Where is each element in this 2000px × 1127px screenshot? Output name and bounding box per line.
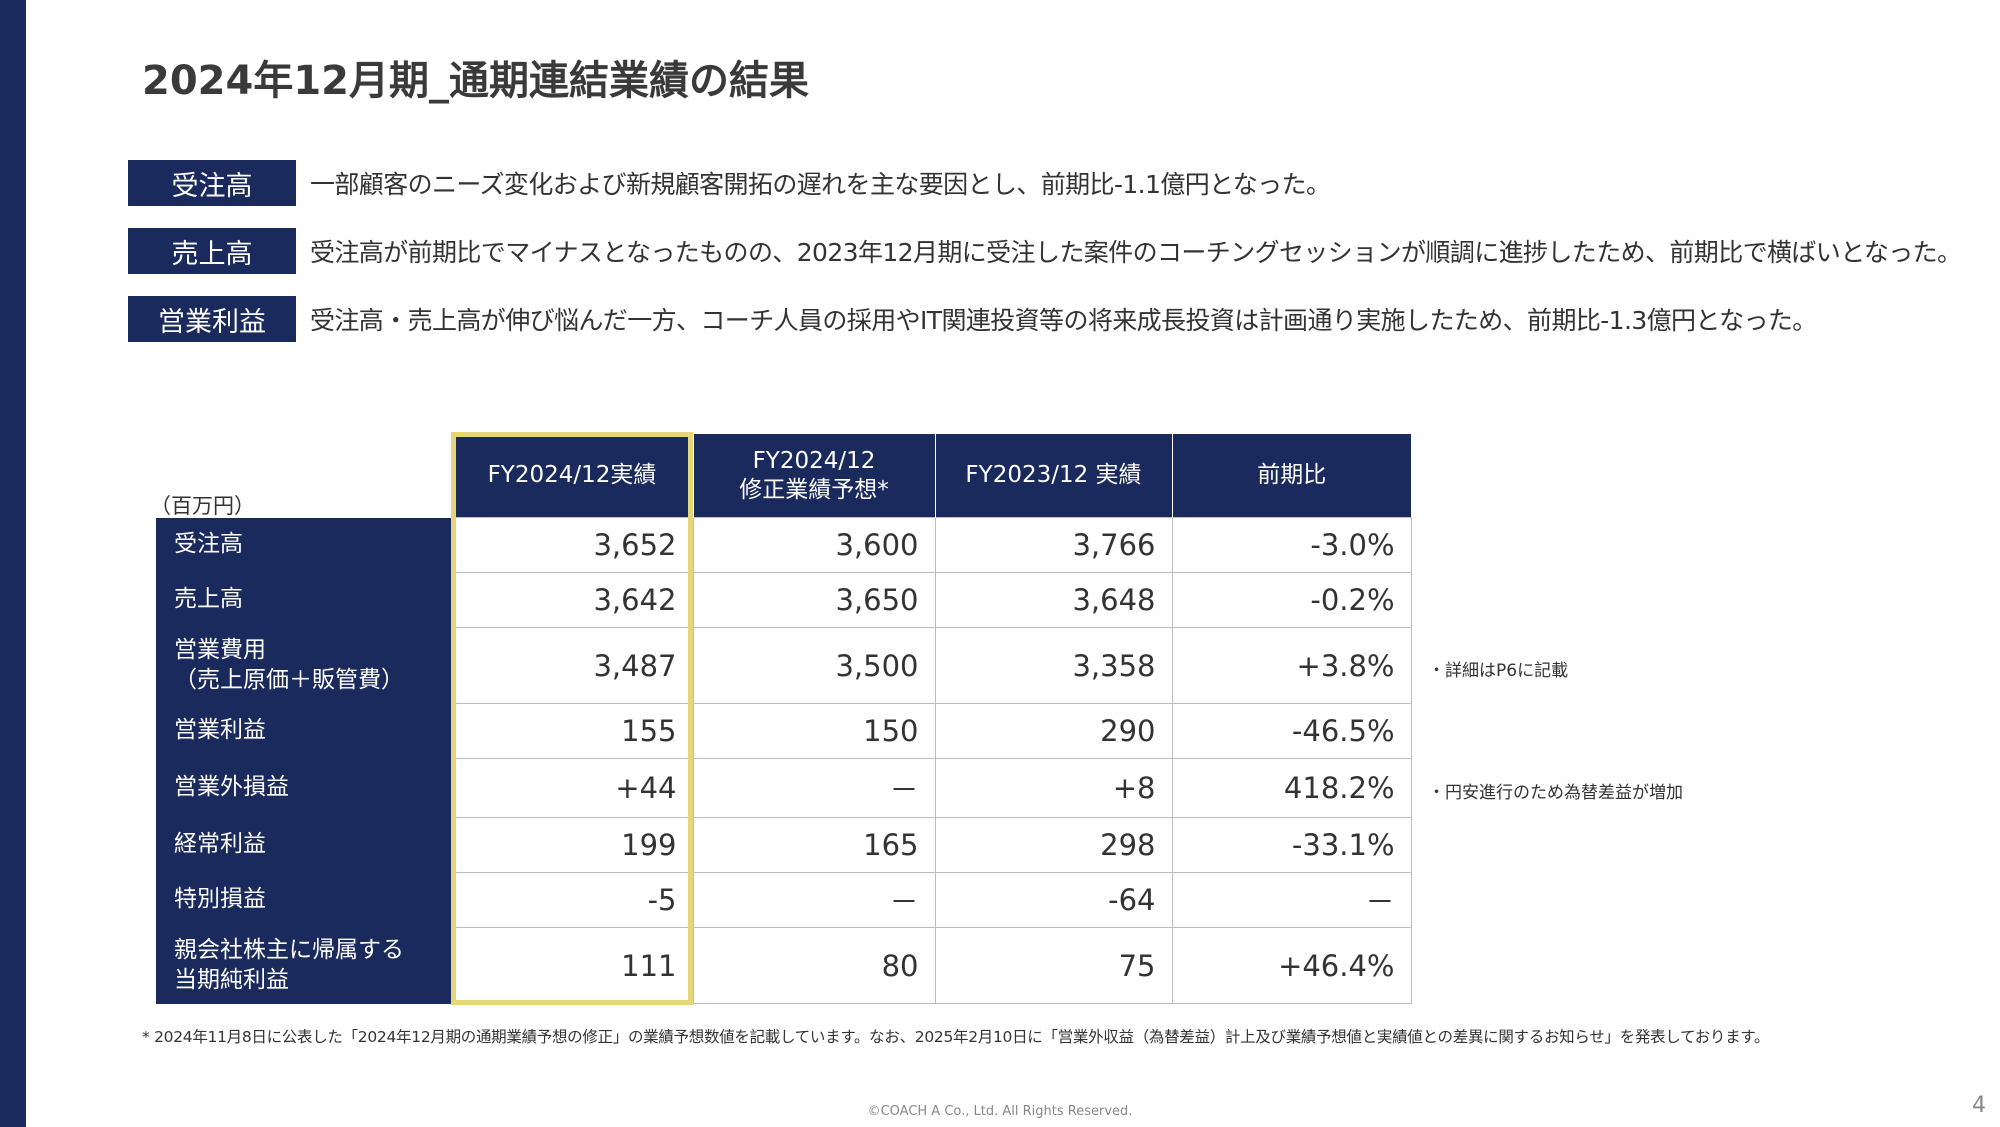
table-row: 営業利益 155 150 290 -46.5% (156, 703, 1412, 759)
unit-label: （百万円） (150, 494, 255, 518)
row-label-line: 営業利益 (174, 717, 266, 744)
table-row: 売上高 3,642 3,650 3,648 -0.2% (156, 572, 1412, 628)
cell-fy2024-forecast: － (692, 872, 936, 928)
header-line: 前期比 (1257, 462, 1327, 489)
row-label-line: 受注高 (174, 530, 243, 557)
note-non-operating: ・円安進行のため為替差益が増加 (1428, 783, 1683, 803)
summary-row-orders: 受注高 一部顧客のニーズ変化および新規顧客開拓の遅れを主な要因とし、前期比-1.… (128, 160, 1331, 206)
cell-yoy: -3.0% (1171, 517, 1412, 573)
cell-yoy: -33.1% (1171, 817, 1412, 873)
cell-fy2023-actual: 3,358 (934, 627, 1173, 704)
summary-text-operating-profit: 受注高・売上高が伸び悩んだ一方、コーチ人員の採用やIT関連投資等の将来成長投資は… (310, 306, 1817, 335)
cell-fy2024-actual: -5 (450, 872, 694, 928)
cell-fy2024-actual: 155 (450, 703, 694, 759)
cell-fy2024-actual: +44 (450, 758, 694, 818)
cell-fy2024-forecast: 3,650 (692, 572, 936, 628)
footnote: * 2024年11月8日に公表した「2024年12月期の通期業績予想の修正」の業… (142, 1028, 1770, 1046)
cell-fy2024-forecast: 3,500 (692, 627, 936, 704)
cell-fy2023-actual: 290 (934, 703, 1173, 759)
row-label: 親会社株主に帰属する 当期純利益 (156, 927, 451, 1004)
row-label: 営業利益 (156, 703, 451, 759)
row-label-line: 営業費用 (174, 636, 266, 663)
header-line: FY2024/12実績 (487, 462, 657, 489)
header-blank (156, 434, 451, 518)
cell-yoy: -0.2% (1171, 572, 1412, 628)
cell-fy2024-forecast: 3,600 (692, 517, 936, 573)
header-line: 修正業績予想* (739, 476, 889, 503)
table-row: 特別損益 -5 － -64 － (156, 872, 1412, 928)
cell-fy2023-actual: 75 (934, 927, 1173, 1004)
summary-row-sales: 売上高 受注高が前期比でマイナスとなったものの、2023年12月期に受注した案件… (128, 228, 1962, 274)
row-label-line: 特別損益 (174, 886, 266, 913)
row-label-line: 営業外損益 (174, 774, 289, 801)
summary-tag-orders: 受注高 (128, 160, 296, 206)
cell-fy2023-actual: -64 (934, 872, 1173, 928)
summary-tag-sales: 売上高 (128, 228, 296, 274)
table-row: 営業外損益 +44 － +8 418.2% (156, 758, 1412, 818)
table-row: 営業費用 （売上原価＋販管費） 3,487 3,500 3,358 +3.8% (156, 627, 1412, 704)
cell-fy2024-actual: 3,487 (450, 627, 694, 704)
cell-yoy: -46.5% (1171, 703, 1412, 759)
cell-fy2024-actual: 3,652 (450, 517, 694, 573)
header-fy2023-actual: FY2023/12 実績 (934, 434, 1172, 518)
summary-tag-operating-profit: 営業利益 (128, 296, 296, 342)
cell-fy2024-actual: 3,642 (450, 572, 694, 628)
table-row: 経常利益 199 165 298 -33.1% (156, 817, 1412, 873)
cell-fy2024-actual: 199 (450, 817, 694, 873)
cell-fy2023-actual: +8 (934, 758, 1173, 818)
table-row: 親会社株主に帰属する 当期純利益 111 80 75 +46.4% (156, 927, 1412, 1004)
cell-fy2024-actual: 111 (450, 927, 694, 1004)
row-label: 経常利益 (156, 817, 451, 873)
cell-fy2024-forecast: 80 (692, 927, 936, 1004)
row-label-line: 当期純利益 (174, 966, 289, 993)
cell-yoy: +3.8% (1171, 627, 1412, 704)
cell-fy2023-actual: 298 (934, 817, 1173, 873)
copyright: ©COACH A Co., Ltd. All Rights Reserved. (867, 1104, 1133, 1119)
summary-text-sales: 受注高が前期比でマイナスとなったものの、2023年12月期に受注した案件のコーチ… (310, 238, 1962, 267)
note-operating-expenses: ・詳細はP6に記載 (1428, 661, 1569, 681)
left-accent-bar (0, 0, 26, 1127)
table-row: 受注高 3,652 3,600 3,766 -3.0% (156, 517, 1412, 573)
cell-yoy: － (1171, 872, 1412, 928)
cell-fy2023-actual: 3,648 (934, 572, 1173, 628)
row-label: 受注高 (156, 517, 451, 573)
row-label: 売上高 (156, 572, 451, 628)
row-label: 特別損益 (156, 872, 451, 928)
summary-text-orders: 一部顧客のニーズ変化および新規顧客開拓の遅れを主な要因とし、前期比-1.1億円と… (310, 170, 1331, 199)
row-label-line: 親会社株主に帰属する (174, 936, 404, 963)
cell-yoy: 418.2% (1171, 758, 1412, 818)
row-label-line: （売上原価＋販管費） (174, 666, 404, 693)
cell-fy2023-actual: 3,766 (934, 517, 1173, 573)
row-label-line: 売上高 (174, 586, 243, 613)
cell-fy2024-forecast: 150 (692, 703, 936, 759)
row-label-line: 経常利益 (174, 831, 266, 858)
header-line: FY2023/12 実績 (965, 462, 1142, 489)
summary-row-operating-profit: 営業利益 受注高・売上高が伸び悩んだ一方、コーチ人員の採用やIT関連投資等の将来… (128, 296, 1817, 342)
page-number: 4 (1972, 1093, 1986, 1118)
cell-fy2024-forecast: － (692, 758, 936, 818)
header-fy2024-actual: FY2024/12実績 (450, 434, 693, 518)
results-table: FY2024/12実績 FY2024/12 修正業績予想* FY2023/12 実… (156, 434, 1412, 1004)
cell-yoy: +46.4% (1171, 927, 1412, 1004)
row-label: 営業費用 （売上原価＋販管費） (156, 627, 451, 704)
cell-fy2024-forecast: 165 (692, 817, 936, 873)
page-title: 2024年12月期_通期連結業績の結果 (142, 58, 809, 104)
header-line: FY2024/12 (752, 447, 876, 474)
row-label: 営業外損益 (156, 758, 451, 818)
header-yoy: 前期比 (1171, 434, 1411, 518)
header-fy2024-forecast: FY2024/12 修正業績予想* (692, 434, 935, 518)
table-header-row: FY2024/12実績 FY2024/12 修正業績予想* FY2023/12 実… (156, 434, 1411, 518)
